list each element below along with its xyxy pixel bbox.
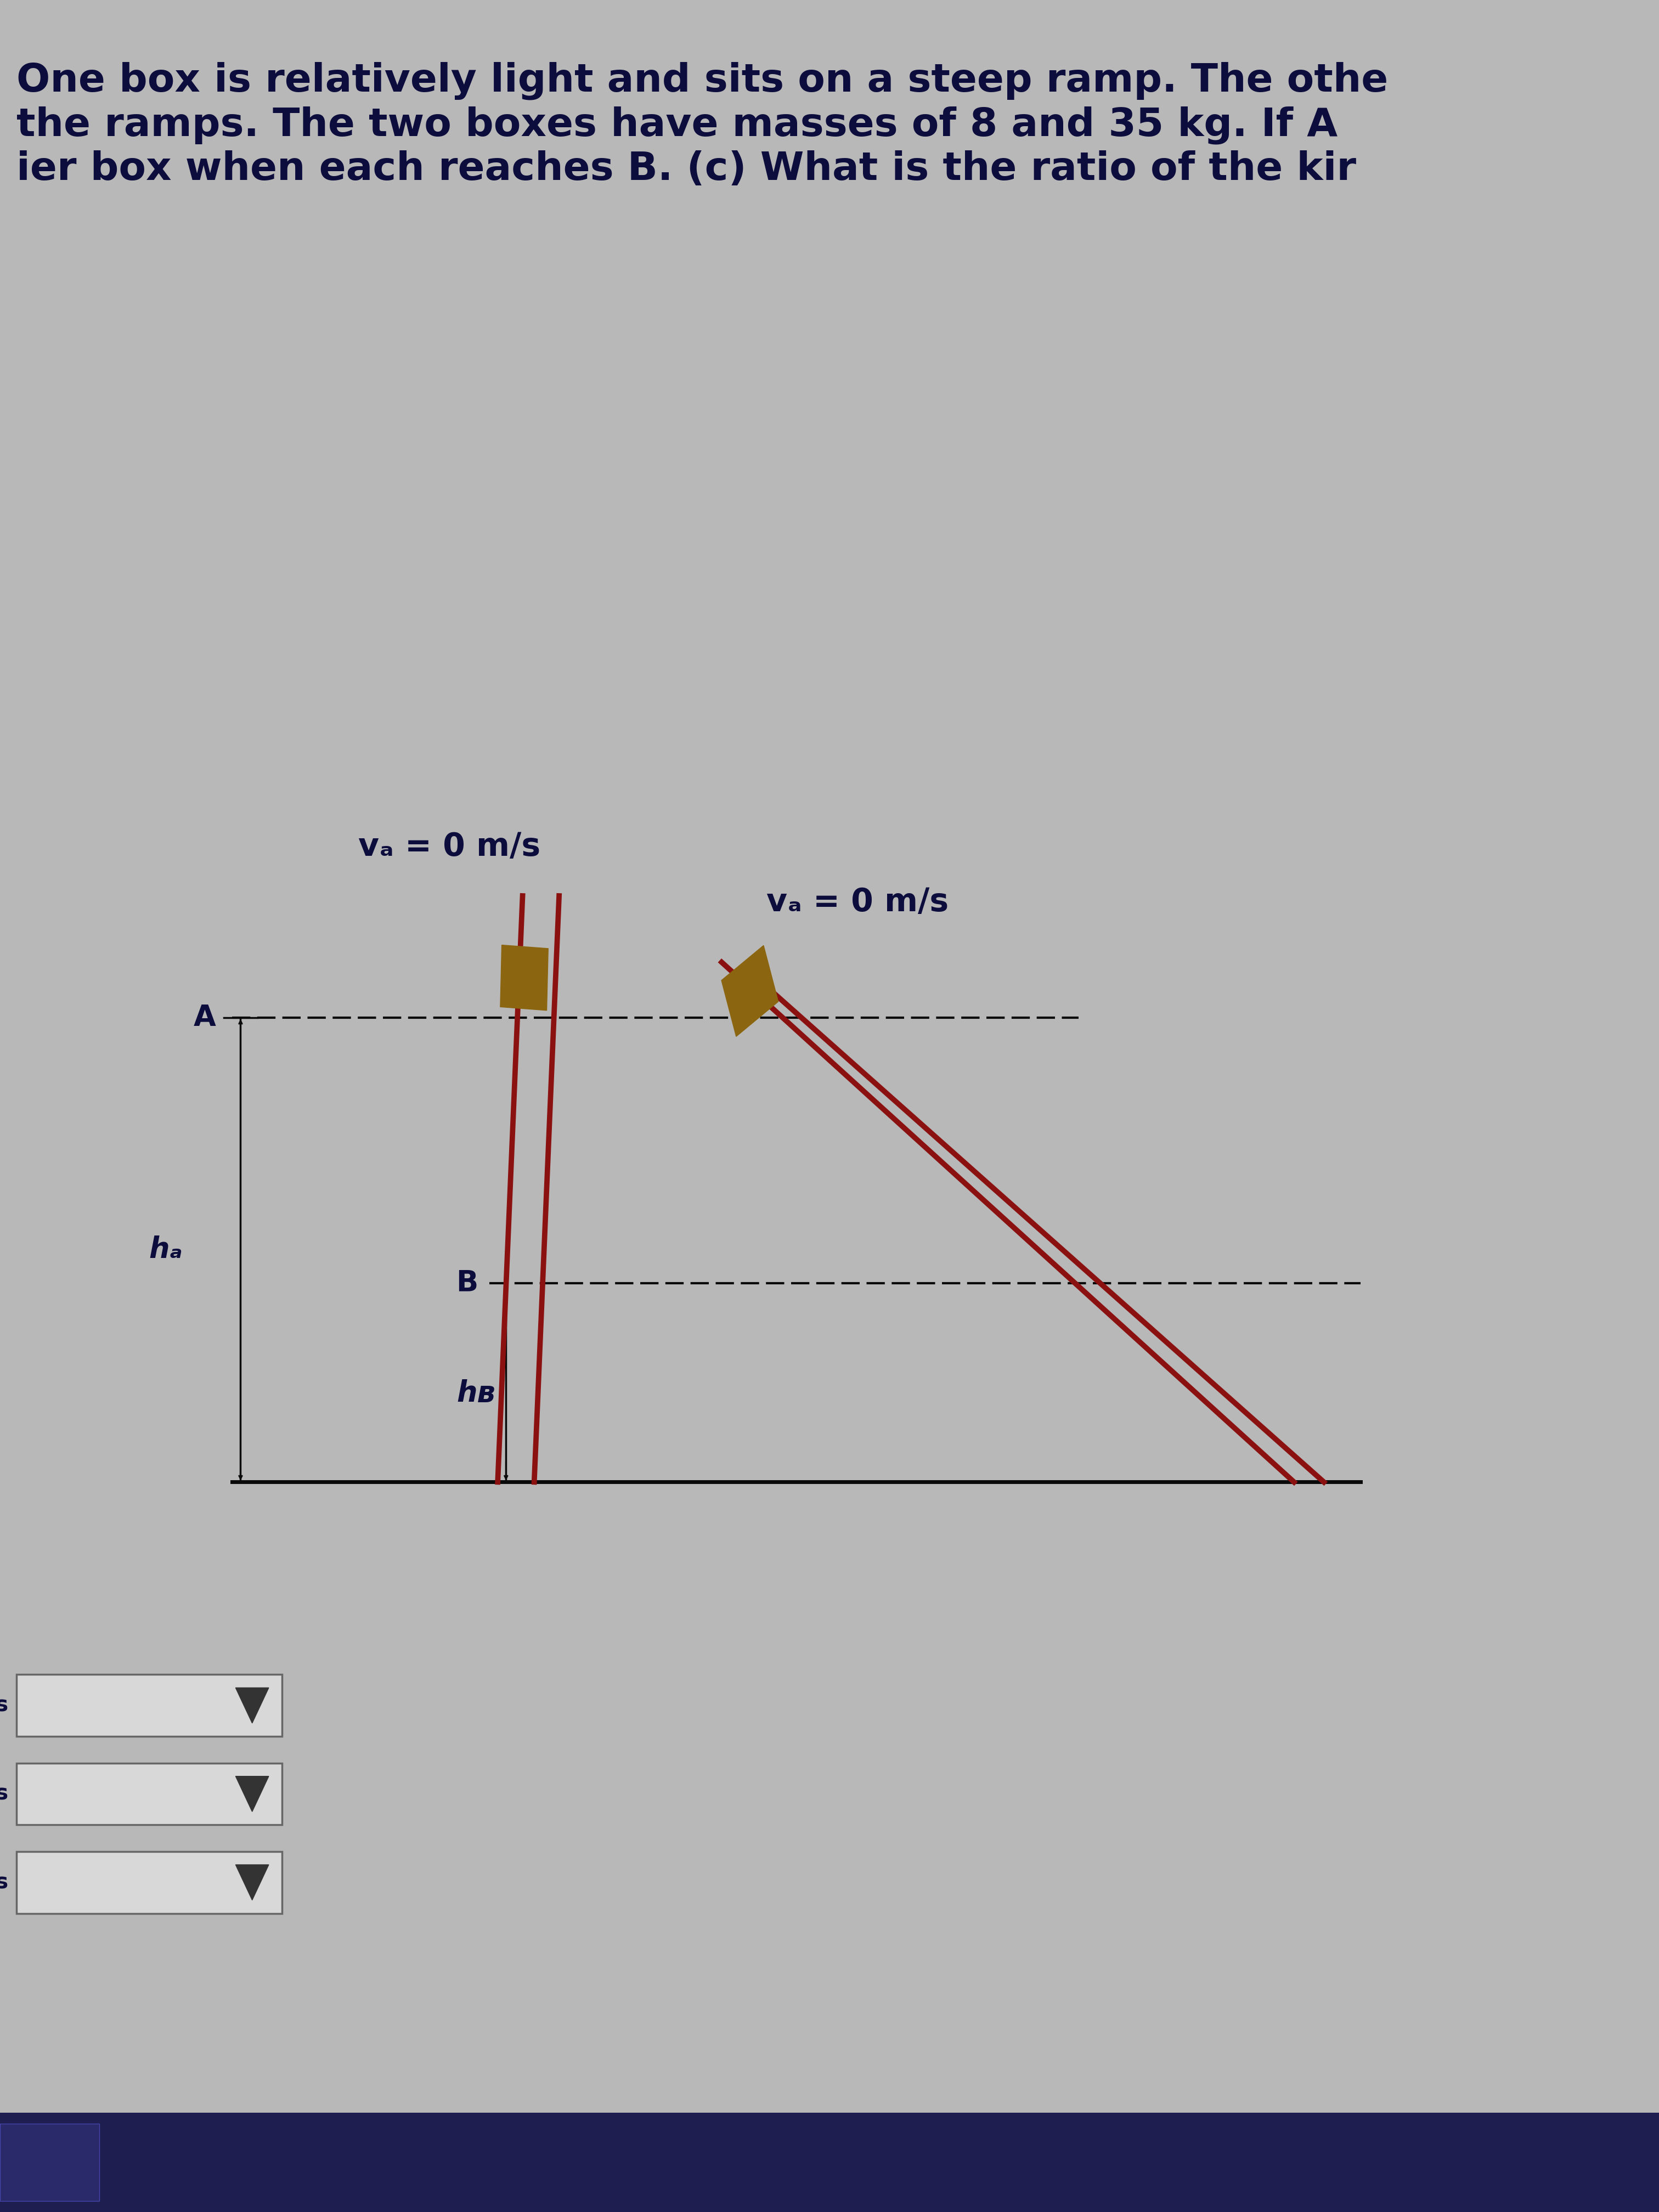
FancyBboxPatch shape: [17, 1851, 282, 1913]
Polygon shape: [236, 1688, 269, 1723]
Text: the ramps. The two boxes have masses of 8 and 35 kg. If A: the ramps. The two boxes have masses of …: [17, 106, 1337, 144]
Bar: [0, 2112, 1659, 2212]
Text: One box is relatively light and sits on a steep ramp. The othe: One box is relatively light and sits on …: [17, 62, 1389, 100]
Text: hв: hв: [456, 1380, 496, 1407]
Text: s: s: [0, 1783, 8, 1805]
Text: s: s: [0, 1694, 8, 1717]
Text: A: A: [192, 1004, 216, 1031]
Polygon shape: [236, 1865, 269, 1900]
Text: B: B: [456, 1270, 478, 1296]
Text: hₐ: hₐ: [149, 1237, 182, 1263]
Text: vₐ = 0 m/s: vₐ = 0 m/s: [766, 887, 949, 918]
FancyBboxPatch shape: [17, 1674, 282, 1736]
Polygon shape: [236, 1776, 269, 1812]
Text: vₐ = 0 m/s: vₐ = 0 m/s: [358, 832, 541, 863]
Text: s: s: [0, 1871, 8, 1893]
FancyBboxPatch shape: [17, 1763, 282, 1825]
Bar: [0, 2124, 100, 2201]
Text: ier box when each reaches B. (c) What is the ratio of the kir: ier box when each reaches B. (c) What is…: [17, 150, 1357, 188]
Polygon shape: [501, 945, 547, 1011]
Polygon shape: [722, 945, 778, 1037]
